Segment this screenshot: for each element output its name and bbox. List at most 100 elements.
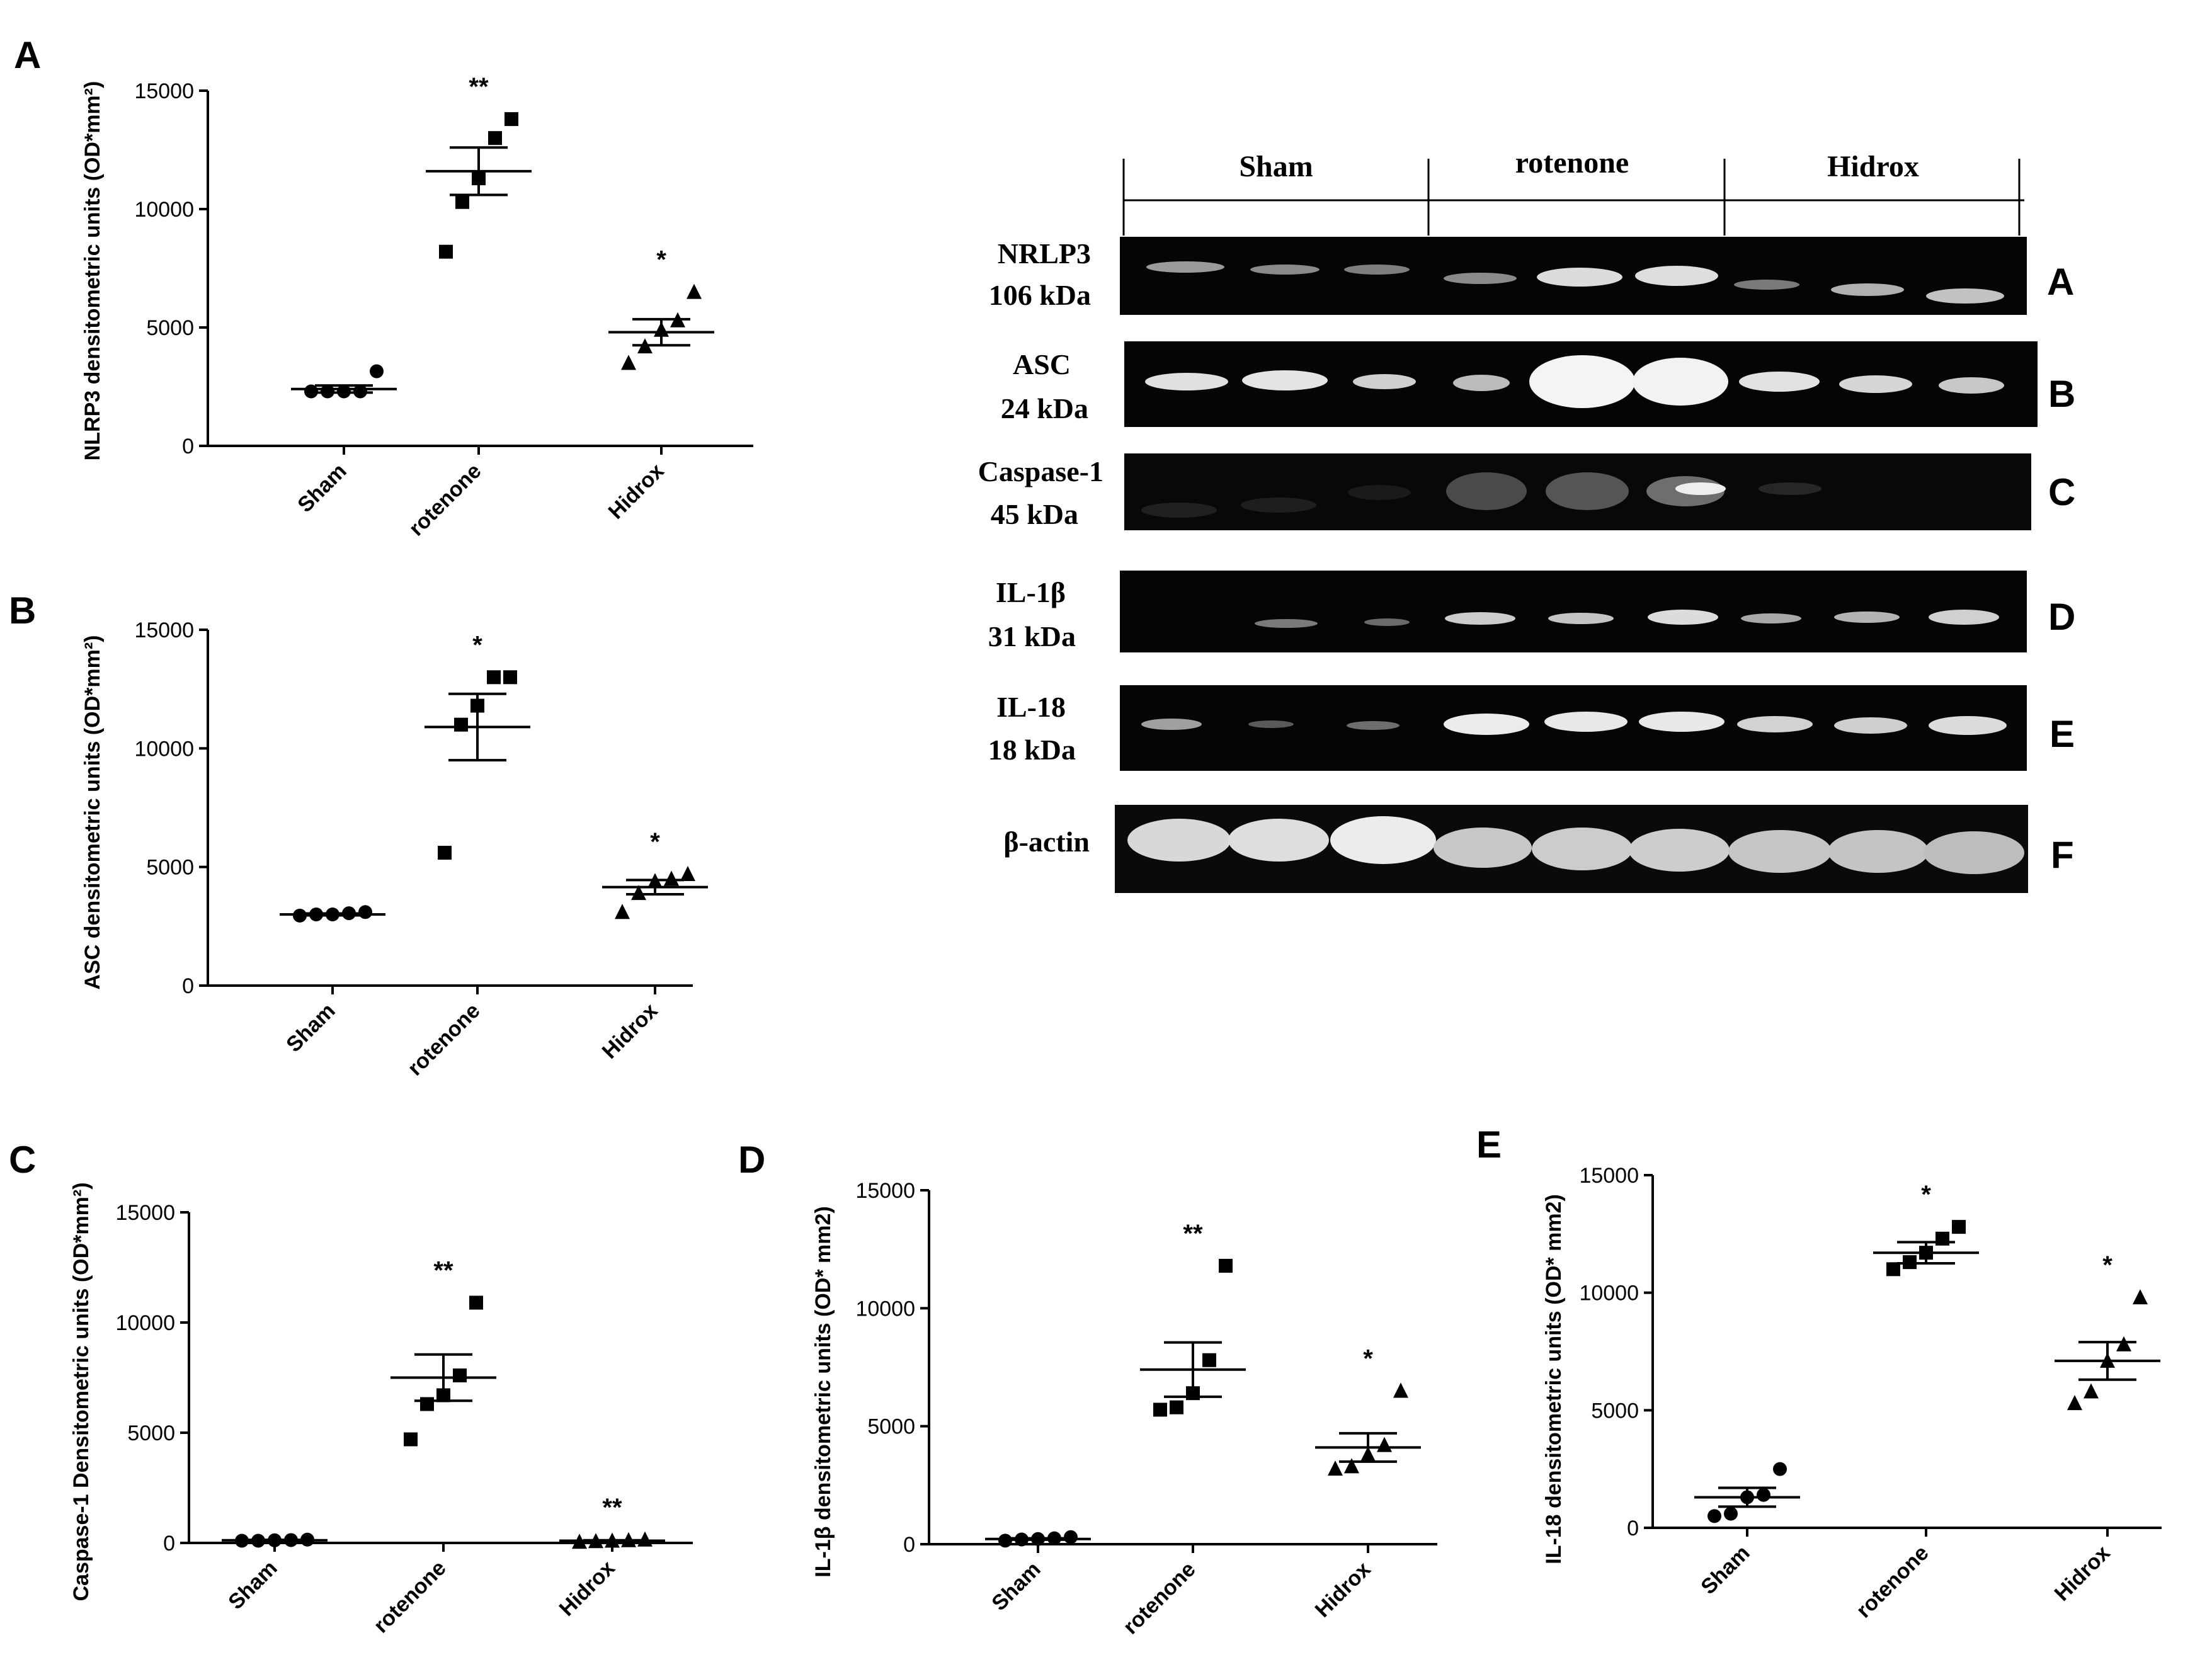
chart-d-ylabel: IL-1β densitometric units (OD* mm2): [811, 1206, 835, 1577]
x-tick-label: Hidrox: [555, 1556, 620, 1621]
blot-band: [1834, 717, 1907, 734]
blot-band: [1348, 485, 1411, 500]
data-point: [420, 1397, 434, 1411]
blot-bands-asc: [1145, 355, 2004, 408]
blot-band: [1255, 619, 1318, 628]
blot-group-header: [1122, 159, 2024, 236]
data-point: [1064, 1530, 1078, 1544]
data-point: [631, 885, 646, 901]
data-point: [1170, 1400, 1183, 1414]
y-tick-label: 10000: [855, 1297, 915, 1321]
x-tick-label: rotenone: [404, 459, 486, 541]
data-point: [1952, 1220, 1966, 1234]
blot-band: [1741, 613, 1801, 623]
western-blot: Sham rotenone Hidrox: [978, 146, 2075, 893]
data-point: [453, 1368, 467, 1382]
chart-b: 0 5000 10000 15000 Sham rotenone Hidrox * *: [134, 618, 708, 1081]
y-tick-label: 5000: [867, 1415, 915, 1439]
blot-band: [1675, 482, 1726, 495]
y-tick-label: 15000: [134, 618, 194, 642]
data-point: [637, 1531, 653, 1547]
data-point: [1202, 1353, 1216, 1367]
blot-row-label: β-actin: [1003, 826, 1090, 858]
significance-label: **: [469, 73, 489, 101]
blot-panel-letter: A: [2047, 261, 2074, 303]
blot-band: [1353, 374, 1416, 389]
blot-band: [1926, 288, 2004, 304]
data-point: [503, 670, 517, 685]
blot-group-label: rotenone: [1515, 146, 1629, 179]
blot-band: [1444, 273, 1517, 284]
data-point: [2084, 1383, 2099, 1399]
data-point: [687, 283, 702, 299]
blot-panel-letter: C: [2048, 471, 2075, 513]
chart-c: 0 5000 10000 15000 Sham rotenone Hidrox ** **: [115, 1201, 693, 1638]
blot-row-size: 24 kDa: [1001, 392, 1088, 424]
blot-row-label: Caspase-1: [978, 455, 1103, 487]
data-point: [664, 870, 679, 886]
y-tick-label: 5000: [127, 1421, 175, 1445]
blot-row-label: IL-18: [996, 691, 1066, 723]
x-tick-label: Sham: [282, 999, 339, 1057]
blot-band: [1839, 375, 1912, 393]
y-tick-label: 5000: [146, 316, 194, 340]
data-point: [488, 131, 502, 145]
data-point: [1757, 1488, 1770, 1502]
data-point: [1724, 1506, 1738, 1521]
significance-label: *: [656, 246, 666, 274]
blot-panel-letter: F: [2051, 834, 2074, 876]
data-point: [1707, 1509, 1721, 1523]
x-tick-label: Sham: [293, 459, 351, 517]
data-point: [1219, 1258, 1233, 1273]
data-point: [370, 364, 384, 378]
significance-label: *: [472, 631, 482, 659]
significance-label: *: [650, 828, 660, 856]
x-tick-label: Sham: [987, 1557, 1045, 1615]
data-point: [487, 670, 501, 685]
data-point: [2133, 1289, 2148, 1305]
data-point: [455, 195, 469, 209]
y-tick-label: 5000: [146, 856, 194, 880]
data-point: [2116, 1336, 2131, 1351]
blot-band: [1828, 830, 1929, 873]
blot-row-label: IL-1β: [996, 576, 1066, 608]
data-point: [505, 112, 518, 127]
blot-band: [1141, 503, 1217, 518]
y-tick-label: 5000: [1591, 1399, 1639, 1423]
data-point: [1773, 1462, 1787, 1476]
blot-row-size: 45 kDa: [991, 498, 1078, 530]
x-tick-label: Hidrox: [604, 459, 669, 524]
y-tick-label: 15000: [1579, 1164, 1639, 1188]
blot-band: [1728, 830, 1832, 873]
blot-band: [1145, 373, 1228, 390]
blot-band: [1141, 719, 1202, 730]
data-point: [404, 1432, 418, 1447]
panel-letter-c: C: [9, 1139, 36, 1181]
data-point: [439, 244, 453, 259]
blot-band: [1537, 268, 1622, 287]
y-tick-label: 10000: [134, 737, 194, 761]
data-point: [1153, 1402, 1167, 1417]
data-point: [615, 904, 630, 919]
data-point: [1344, 1458, 1359, 1474]
panel-letter-d: D: [738, 1139, 765, 1181]
panel-letter-a: A: [14, 34, 41, 76]
blot-bands-caspase1: [1141, 472, 1821, 518]
data-point: [2067, 1395, 2082, 1411]
blot-band: [1127, 819, 1231, 862]
blot-band: [1445, 612, 1515, 625]
blot-band: [1146, 261, 1224, 273]
data-point: [998, 1533, 1012, 1548]
chart-e-ylabel: IL-18 densitometric units (OD* mm2): [1542, 1194, 1566, 1564]
blot-panel-letter: D: [2048, 596, 2075, 638]
blot-band: [1228, 819, 1329, 862]
significance-label: *: [1921, 1181, 1931, 1209]
blot-band: [1532, 828, 1633, 870]
significance-label: **: [602, 1494, 622, 1522]
y-tick-label: 10000: [1579, 1282, 1639, 1306]
blot-band: [1759, 482, 1821, 495]
y-tick-label: 0: [163, 1532, 175, 1556]
blot-row-label: NRLP3: [998, 237, 1091, 270]
blot-band: [1648, 610, 1718, 625]
